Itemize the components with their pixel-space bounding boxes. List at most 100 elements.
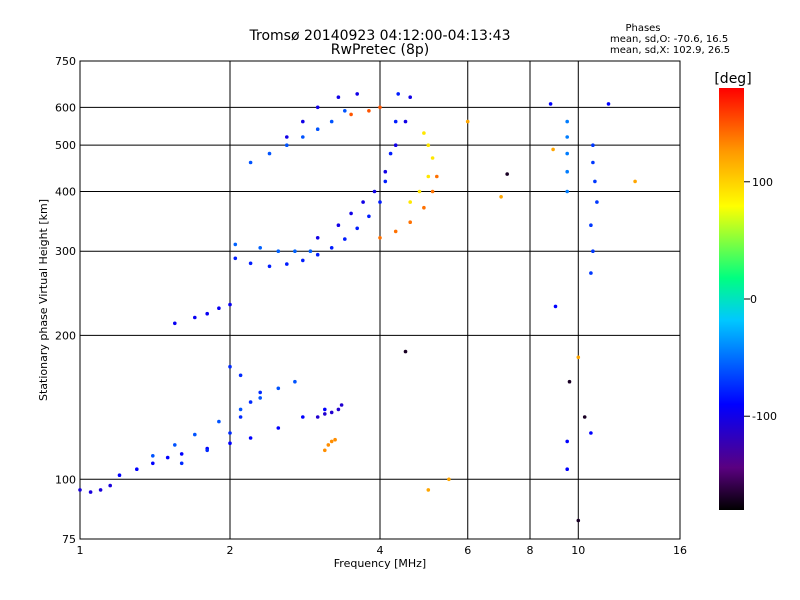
data-point [367,109,371,113]
data-point [606,102,611,106]
data-point [285,143,289,147]
data-point [565,189,569,194]
x-axis-ticks: 1 2 4 6 8 10 16 [77,544,688,557]
x-tick-label: 2 [227,544,234,557]
legend-title: Phases [625,23,660,34]
data-point [372,189,377,194]
data-point [589,223,593,227]
data-point [422,131,426,135]
data-point [430,189,435,194]
data-point [323,412,327,416]
data-point [567,379,572,384]
data-point [258,396,263,400]
data-point [355,92,360,96]
x-tick-label: 1 [77,544,84,557]
data-point [238,407,243,412]
data-point [349,211,353,216]
data-point [88,490,93,494]
data-point [499,195,503,199]
data-point [383,169,388,174]
data-point [285,135,289,139]
data-point [505,172,510,176]
data-point [403,119,408,124]
data-point [565,169,569,174]
data-point [388,151,393,156]
data-point [258,390,263,395]
data-point [301,415,305,419]
data-point [355,226,360,231]
chart-title: Tromsø 20140923 04:12:00-04:13:43 [249,28,511,44]
data-point [408,95,413,99]
data-point [393,143,398,147]
data-point [447,477,451,482]
x-tick-label: 16 [673,544,687,557]
data-point [151,454,155,458]
data-point [248,160,253,165]
data-point [228,302,232,307]
data-point [323,448,327,453]
data-point [193,315,197,320]
y-axis-label: Stationary phase Virtual Height [km] [37,199,50,401]
data-point [367,214,371,219]
data-point [361,200,365,204]
x-tick-label: 10 [571,544,585,557]
colorbar-ticks: -100 0 100 [744,176,777,423]
x-tick-label: 6 [464,544,471,557]
data-point [343,109,347,113]
data-point [333,437,337,442]
data-points [78,92,637,523]
data-point [408,200,413,204]
data-point [228,441,232,446]
data-point [293,379,297,384]
data-point [205,311,209,316]
legend-line-2: mean, sd,X: 102.9, 26.5 [610,45,730,56]
y-tick-label: 600 [55,101,76,114]
data-point [548,102,553,106]
colorbar [719,88,744,510]
data-point [173,443,177,447]
data-point [426,143,431,147]
y-tick-label: 100 [55,473,76,486]
data-point [378,200,382,204]
data-point [276,386,281,391]
data-point [329,246,334,250]
data-point [595,200,599,204]
data-point [393,229,398,234]
data-point [383,179,388,184]
data-point [393,119,398,124]
data-point [267,151,272,156]
y-tick-label: 300 [55,245,76,258]
data-point [435,174,439,179]
data-point [565,467,569,472]
data-point [315,127,320,131]
data-point [276,426,281,430]
data-point [238,373,243,378]
data-point [551,147,555,152]
data-point [396,92,401,96]
data-point [233,242,238,247]
data-point [248,436,253,440]
data-point [276,249,281,253]
data-point [343,237,347,241]
data-point [336,95,341,99]
data-point [228,364,232,369]
data-point [565,119,569,124]
data-point [78,488,82,492]
data-point [179,452,184,456]
data-point [179,461,184,466]
data-point [349,112,353,117]
data-point [135,467,139,472]
data-point [339,403,344,407]
data-point [301,119,305,124]
data-point [591,143,595,147]
colorbar-tick-label: -100 [752,410,777,423]
data-point [301,135,305,139]
data-point [591,249,595,253]
data-point [576,518,581,523]
data-point [108,483,112,488]
data-point [151,461,155,466]
data-point [426,488,431,492]
data-point [117,473,122,478]
data-point [378,236,382,240]
